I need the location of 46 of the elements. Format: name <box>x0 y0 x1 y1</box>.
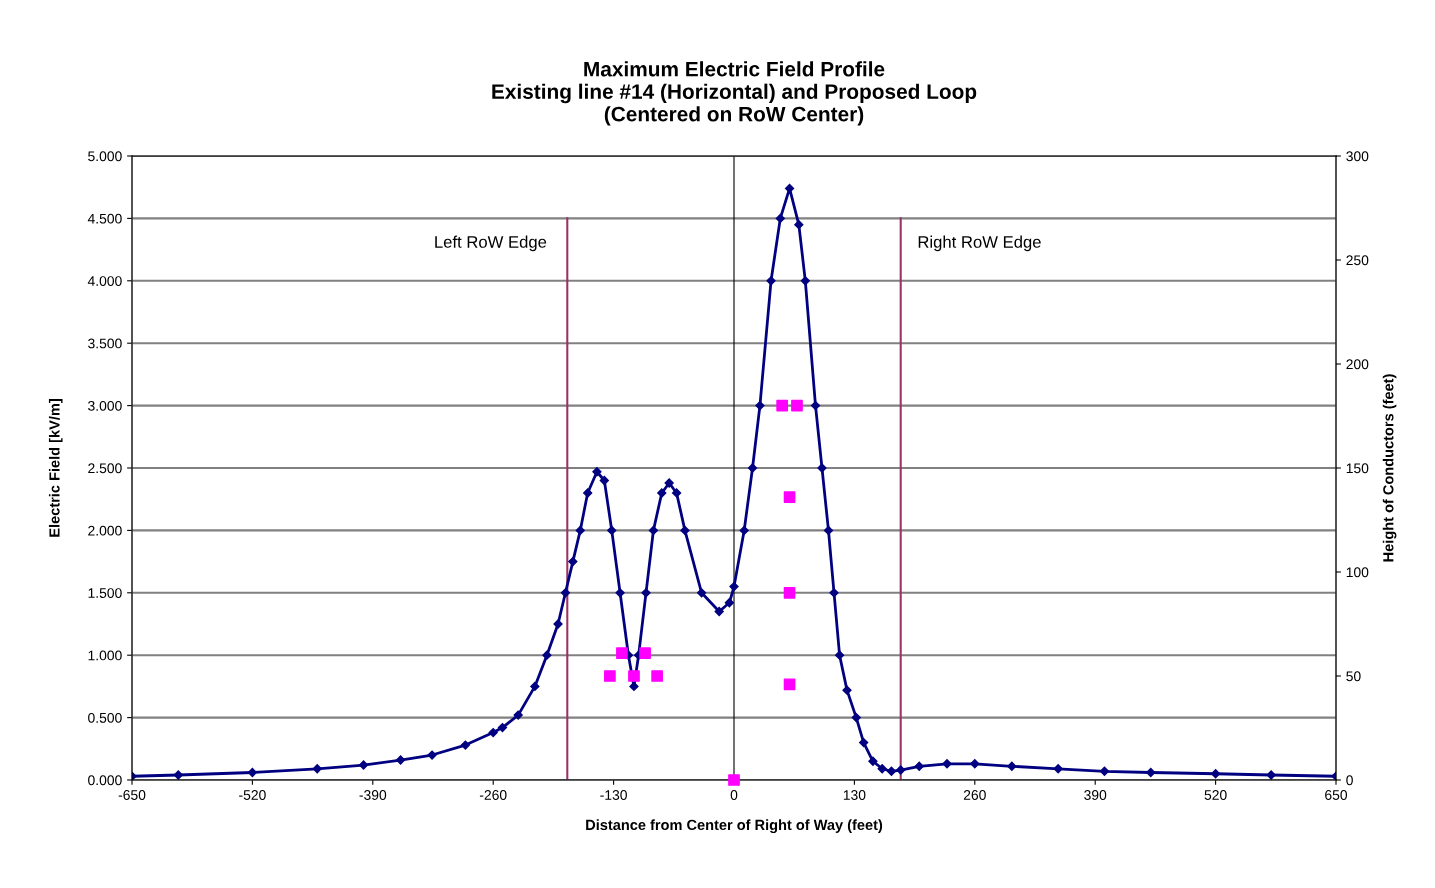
y-tick-label: 1.000 <box>88 650 122 661</box>
x-tick-label: -650 <box>118 790 146 800</box>
x-tick-label: -390 <box>359 790 387 800</box>
point <box>783 678 796 691</box>
ref-line-label: Left RoW Edge <box>435 235 547 252</box>
point <box>783 586 796 599</box>
x-tick-label: 130 <box>843 790 866 800</box>
y2-tick-label: 0 <box>1346 775 1353 786</box>
x-tick-label: 520 <box>1204 790 1227 800</box>
y2-tick-label: 250 <box>1346 255 1369 266</box>
y-tick-label: 5.000 <box>88 151 122 162</box>
y-tick-label: 3.500 <box>88 338 122 349</box>
point <box>639 647 651 659</box>
y-tick-label: 0.500 <box>88 712 122 723</box>
point <box>791 399 803 412</box>
y2-tick-label: 200 <box>1346 359 1369 370</box>
point <box>651 670 663 682</box>
chart-title: Maximum Electric Field Profile Existing line #14 (Horizontal) and Proposed Loop (Centered on RoW Center) <box>492 61 977 126</box>
y2-tick-label: 300 <box>1346 151 1369 162</box>
point <box>628 670 640 682</box>
point <box>604 670 616 682</box>
y-tick-label: 2.500 <box>88 463 122 474</box>
x-tick-label: 390 <box>1084 790 1107 800</box>
point <box>728 774 740 786</box>
x-tick-label: 650 <box>1325 790 1348 800</box>
x-tick-label: 0 <box>730 790 738 800</box>
y2-tick-label: 100 <box>1346 567 1369 578</box>
x-tick-label: -130 <box>600 790 627 800</box>
y-tick-label: 2.000 <box>88 525 122 536</box>
point <box>776 399 789 412</box>
x-tick-label: -260 <box>479 790 507 800</box>
y2-axis-title: Height of Conductors (feet) <box>1382 374 1397 562</box>
point <box>616 647 628 659</box>
y-tick-label: 3.000 <box>88 400 122 411</box>
point <box>783 491 796 503</box>
y2-tick-label: 50 <box>1346 671 1361 682</box>
y-axis-title: Electric Field [kV/m] <box>48 399 63 537</box>
y-tick-label: 4.500 <box>87 213 122 224</box>
y2-tick-label: 150 <box>1346 463 1369 474</box>
y-tick-label: 1.500 <box>88 588 122 598</box>
y-tick-label: 0.000 <box>88 775 122 786</box>
ref-line-label: Right RoW Edge <box>918 235 1041 252</box>
y-tick-label: 4.000 <box>87 276 122 286</box>
x-tick-label: -520 <box>239 790 266 800</box>
x-tick-label: 260 <box>963 790 986 800</box>
x-axis-title: Distance from Center of Right of Way (feet) <box>586 819 883 833</box>
